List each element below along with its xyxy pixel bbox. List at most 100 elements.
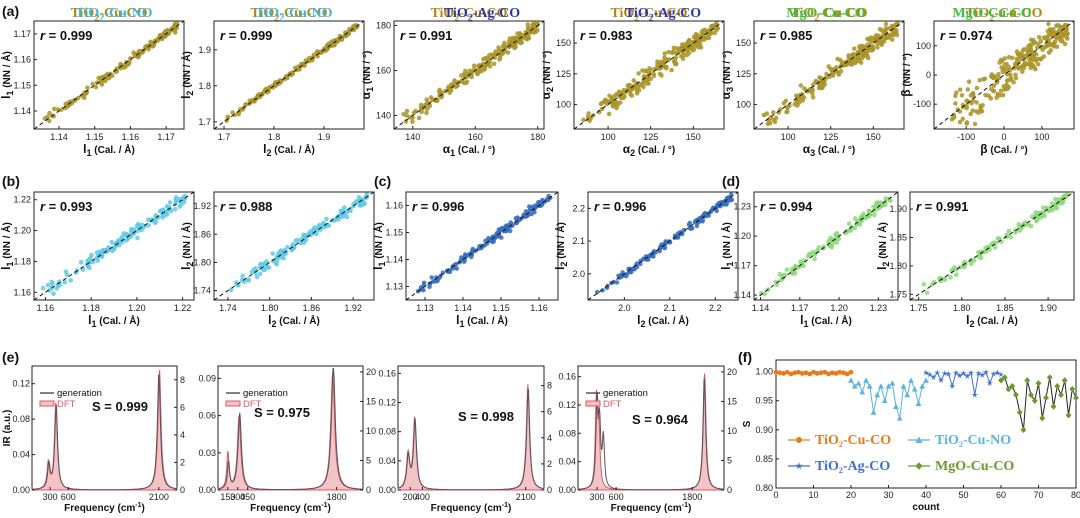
data-point <box>424 110 429 116</box>
legend-dft-swatch <box>585 400 601 407</box>
y-unit: (NN / °) <box>722 51 733 87</box>
data-point <box>1021 65 1027 71</box>
data-point <box>452 78 457 83</box>
y-axis-label: α1 (NN / °) <box>359 51 375 100</box>
data-point <box>1017 223 1023 229</box>
panel-title: TiO2-Ag-CO <box>444 6 520 24</box>
data-point <box>1028 65 1034 71</box>
data-point <box>851 46 857 52</box>
data-point <box>883 25 889 31</box>
r-value: = 0.996 <box>603 199 647 214</box>
x-axis-label: l1 (Cal. / Å) <box>83 142 135 158</box>
x-unit: (Cal. / Å) <box>272 143 315 156</box>
parity-line <box>573 20 725 130</box>
marker-circle <box>841 370 846 376</box>
x-label-sup: -1 <box>321 502 327 509</box>
data-point <box>496 45 501 50</box>
data-point <box>957 87 963 93</box>
data-point <box>75 95 81 101</box>
marker-star <box>967 369 975 376</box>
legend-base: TiO <box>935 433 959 448</box>
data-point <box>1036 34 1042 40</box>
data-point <box>662 51 668 56</box>
data-point <box>1042 44 1048 50</box>
y-tick-label: 150 <box>556 38 571 48</box>
y-tick-label: 0.00 <box>12 485 30 495</box>
legend-base: MgO-Cu-CO <box>935 459 1014 474</box>
x-label-end: ) <box>508 503 511 514</box>
marker-star <box>964 372 971 379</box>
data-point <box>1063 24 1068 29</box>
data-point <box>812 256 818 262</box>
marker-diamond <box>1039 414 1046 422</box>
ir-panel-e3: TiO2-Ag-CO0.000.040.080.120.160246820040… <box>378 365 552 514</box>
panel-title: TiO2-Cu-CO <box>430 6 507 24</box>
y-tick-label: 1.17 <box>13 29 31 39</box>
x-unit: (Cal. / °) <box>455 145 495 156</box>
x-tick-label: -100 <box>957 132 975 142</box>
generation-spectrum <box>397 389 544 491</box>
y-tick-label: 1.8 <box>198 81 211 91</box>
series-TiO2-Cu-CO <box>773 369 854 377</box>
data-point <box>968 111 974 117</box>
data-point <box>168 208 174 214</box>
data-point <box>851 52 857 57</box>
x-tick-label: 100 <box>781 132 796 142</box>
y2-tick-label: 8 <box>547 381 552 391</box>
panel-title: TiO2-Cu-CO <box>250 6 327 24</box>
data-point <box>1011 79 1016 85</box>
marker-circle <box>784 369 790 375</box>
panel-title: TiO2-Cu-CO <box>70 6 147 24</box>
y-tick-label: 1.20 <box>13 226 31 236</box>
marker-triangle <box>866 383 873 389</box>
y-symbol: l <box>371 267 385 270</box>
y-subscript: 1 <box>365 87 375 92</box>
data-point <box>68 277 74 283</box>
r-symbol: r <box>40 199 49 214</box>
x-tick-label: 1.16 <box>122 132 140 142</box>
data-point <box>1036 41 1041 47</box>
marker-diamond <box>1001 374 1008 381</box>
scatter-panel-c2: TiO2-Ag-CO2.0 2.1 2.22.02.12.2 r = 0.996l2 … <box>553 6 739 329</box>
scatter-panel-a6: TiO2-Cu-CO -100 0 100 -100 0 100 r = 0.974 β (Ca… <box>899 6 1075 156</box>
x-tick-label: 1.75 <box>910 303 928 313</box>
legend-rest: -Ag-CO <box>843 459 891 474</box>
y-axis-label: l1 (NN / Å) <box>0 51 15 99</box>
x-tick-label: 1.16 <box>37 303 55 313</box>
y2-tick-label: 6 <box>547 407 552 417</box>
data-point <box>968 92 974 98</box>
y-tick-label: 100 <box>916 41 931 51</box>
title-subscript: 2 <box>454 13 459 24</box>
similarity-label: S = 0.998 <box>458 409 514 424</box>
data-point <box>869 36 875 42</box>
data-point <box>58 107 64 113</box>
data-point <box>885 34 890 40</box>
r-value: = 0.999 <box>229 28 273 43</box>
data-point <box>970 108 976 113</box>
data-point <box>51 291 56 297</box>
title-base: TiO <box>965 6 989 21</box>
marker-circle <box>811 369 816 375</box>
data-point <box>1028 37 1034 43</box>
data-point <box>951 115 957 120</box>
x-tick-label: 2100 <box>516 492 536 502</box>
data-point <box>1022 53 1028 59</box>
data-point <box>976 110 981 116</box>
data-point <box>612 93 617 99</box>
data-point <box>700 217 706 223</box>
x-tick-label: 1.85 <box>996 303 1014 313</box>
data-point <box>600 287 605 293</box>
marker-diamond <box>1013 391 1019 399</box>
y-tick-label: 0.12 <box>558 400 576 410</box>
data-point <box>688 225 694 231</box>
y2-tick-label: 20 <box>366 367 376 377</box>
y-axis-label: l2 (NN / Å) <box>179 222 195 270</box>
data-point <box>988 86 994 92</box>
x-tick-label: 0 <box>1001 132 1006 142</box>
data-point <box>1022 46 1027 52</box>
y-subscript: 1 <box>5 91 15 96</box>
data-point <box>714 208 720 214</box>
x-subscript: 2 <box>630 148 635 158</box>
title-rest: -Cu-CO <box>99 6 147 21</box>
data-point <box>1046 21 1051 27</box>
